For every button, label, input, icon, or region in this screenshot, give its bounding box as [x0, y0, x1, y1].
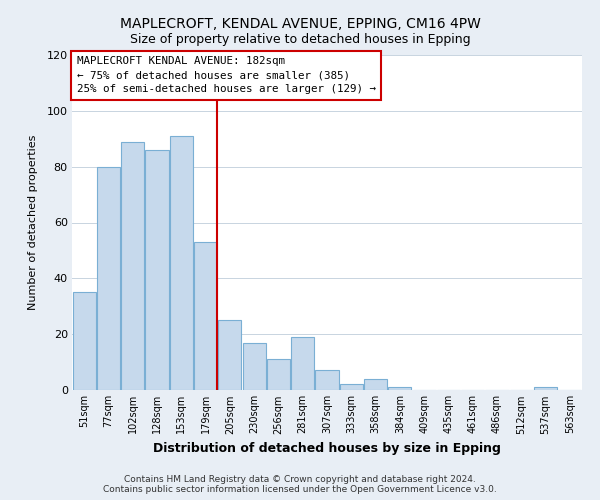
X-axis label: Distribution of detached houses by size in Epping: Distribution of detached houses by size …	[153, 442, 501, 455]
Y-axis label: Number of detached properties: Number of detached properties	[28, 135, 38, 310]
Bar	[170, 136, 193, 390]
Bar	[267, 360, 290, 390]
Text: Size of property relative to detached houses in Epping: Size of property relative to detached ho…	[130, 32, 470, 46]
Bar	[291, 337, 314, 390]
Bar	[97, 166, 120, 390]
Bar	[388, 387, 412, 390]
Bar	[145, 150, 169, 390]
Bar	[218, 320, 241, 390]
Bar	[364, 379, 387, 390]
Bar	[73, 292, 95, 390]
Bar	[242, 342, 266, 390]
Text: MAPLECROFT, KENDAL AVENUE, EPPING, CM16 4PW: MAPLECROFT, KENDAL AVENUE, EPPING, CM16 …	[119, 18, 481, 32]
Text: Contains HM Land Registry data © Crown copyright and database right 2024.: Contains HM Land Registry data © Crown c…	[124, 475, 476, 484]
Bar	[340, 384, 363, 390]
Text: MAPLECROFT KENDAL AVENUE: 182sqm
← 75% of detached houses are smaller (385)
25% : MAPLECROFT KENDAL AVENUE: 182sqm ← 75% o…	[77, 56, 376, 94]
Bar	[316, 370, 338, 390]
Bar	[534, 387, 557, 390]
Text: Contains public sector information licensed under the Open Government Licence v3: Contains public sector information licen…	[103, 485, 497, 494]
Bar	[194, 242, 217, 390]
Bar	[121, 142, 144, 390]
